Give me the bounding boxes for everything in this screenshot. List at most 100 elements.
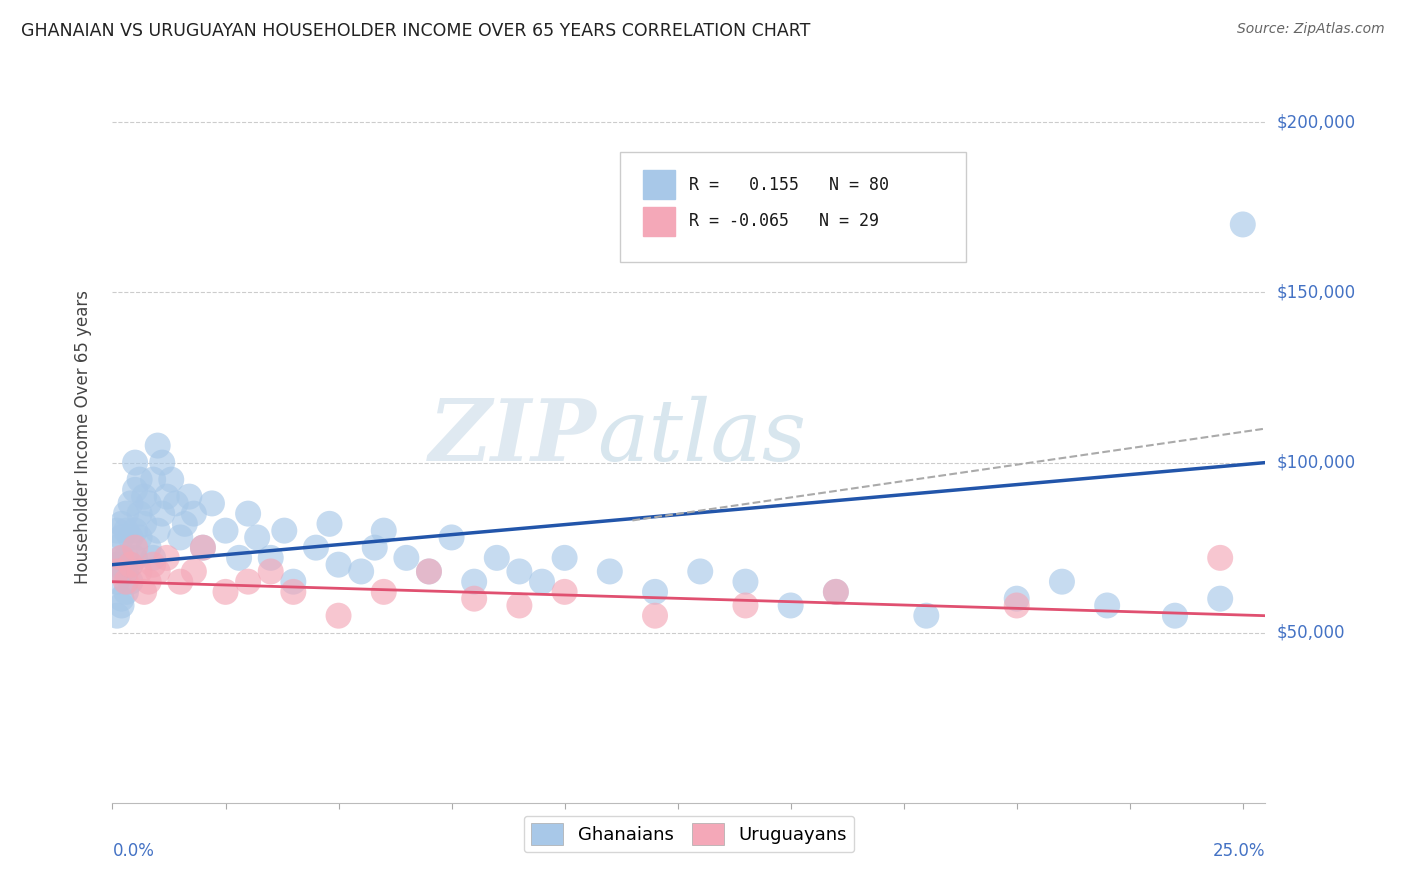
Point bbox=[142, 473, 165, 487]
Point bbox=[124, 550, 146, 565]
Point bbox=[554, 585, 576, 599]
Point bbox=[1095, 599, 1118, 613]
Point bbox=[554, 550, 576, 565]
Point bbox=[179, 490, 201, 504]
Point bbox=[110, 591, 132, 606]
Point bbox=[115, 507, 138, 521]
Point bbox=[146, 439, 169, 453]
Point bbox=[328, 608, 350, 623]
Point bbox=[120, 558, 142, 572]
Point bbox=[134, 516, 156, 531]
Point bbox=[260, 550, 283, 565]
Point bbox=[689, 565, 711, 579]
Point bbox=[115, 574, 138, 589]
Text: 25.0%: 25.0% bbox=[1213, 842, 1265, 860]
Point bbox=[350, 565, 373, 579]
Point bbox=[105, 574, 128, 589]
Point bbox=[115, 585, 138, 599]
Point bbox=[395, 550, 418, 565]
Point bbox=[110, 599, 132, 613]
Point bbox=[142, 558, 165, 572]
Text: $200,000: $200,000 bbox=[1277, 113, 1355, 131]
Point bbox=[734, 599, 756, 613]
Point bbox=[115, 524, 138, 538]
Legend: Ghanaians, Uruguayans: Ghanaians, Uruguayans bbox=[523, 816, 855, 852]
Text: $100,000: $100,000 bbox=[1277, 454, 1355, 472]
Point bbox=[228, 550, 250, 565]
Point bbox=[156, 550, 179, 565]
Point bbox=[183, 507, 205, 521]
Point bbox=[150, 507, 173, 521]
Point bbox=[120, 496, 142, 510]
Point bbox=[138, 574, 160, 589]
Point bbox=[418, 565, 440, 579]
Point bbox=[236, 507, 259, 521]
Y-axis label: Householder Income Over 65 years: Householder Income Over 65 years bbox=[73, 290, 91, 584]
FancyBboxPatch shape bbox=[620, 152, 966, 261]
Point bbox=[150, 456, 173, 470]
Point bbox=[328, 558, 350, 572]
Point bbox=[734, 574, 756, 589]
Point bbox=[599, 565, 621, 579]
Point bbox=[124, 541, 146, 555]
Point bbox=[105, 608, 128, 623]
Point bbox=[418, 565, 440, 579]
Text: ZIP: ZIP bbox=[429, 395, 596, 479]
Point bbox=[246, 531, 269, 545]
Point bbox=[214, 524, 236, 538]
Point bbox=[110, 550, 132, 565]
Point bbox=[191, 541, 214, 555]
Point bbox=[124, 483, 146, 497]
Point bbox=[283, 574, 305, 589]
Text: atlas: atlas bbox=[596, 396, 806, 478]
Point bbox=[305, 541, 328, 555]
Point bbox=[485, 550, 508, 565]
Point bbox=[236, 574, 259, 589]
Point bbox=[165, 496, 187, 510]
Point bbox=[183, 565, 205, 579]
Point bbox=[134, 585, 156, 599]
Point bbox=[110, 565, 132, 579]
Point bbox=[260, 565, 283, 579]
Text: R = -0.065   N = 29: R = -0.065 N = 29 bbox=[689, 212, 879, 230]
Point bbox=[201, 496, 224, 510]
Point bbox=[115, 565, 138, 579]
Point bbox=[191, 541, 214, 555]
Point bbox=[146, 565, 169, 579]
Point bbox=[105, 541, 128, 555]
Point bbox=[825, 585, 848, 599]
Bar bbox=[643, 207, 675, 235]
Point bbox=[779, 599, 801, 613]
Text: $150,000: $150,000 bbox=[1277, 284, 1355, 301]
Point bbox=[364, 541, 387, 555]
Point bbox=[463, 574, 485, 589]
Point bbox=[120, 574, 142, 589]
Point bbox=[373, 585, 395, 599]
Point bbox=[110, 531, 132, 545]
Point bbox=[373, 524, 395, 538]
Point bbox=[508, 599, 530, 613]
Bar bbox=[643, 170, 675, 200]
Point bbox=[115, 550, 138, 565]
Point bbox=[1005, 599, 1028, 613]
Point bbox=[1164, 608, 1187, 623]
Text: Source: ZipAtlas.com: Source: ZipAtlas.com bbox=[1237, 22, 1385, 37]
Point bbox=[128, 473, 150, 487]
Point bbox=[440, 531, 463, 545]
Point bbox=[120, 531, 142, 545]
Point bbox=[138, 496, 160, 510]
Point bbox=[214, 585, 236, 599]
Point bbox=[128, 565, 150, 579]
Point bbox=[508, 565, 530, 579]
Point bbox=[530, 574, 553, 589]
Point bbox=[318, 516, 340, 531]
Point bbox=[120, 558, 142, 572]
Point bbox=[1005, 591, 1028, 606]
Point bbox=[105, 565, 128, 579]
Point bbox=[1232, 218, 1254, 232]
Point bbox=[160, 473, 183, 487]
Point bbox=[1209, 591, 1232, 606]
Point bbox=[169, 531, 191, 545]
Point bbox=[463, 591, 485, 606]
Point bbox=[283, 585, 305, 599]
